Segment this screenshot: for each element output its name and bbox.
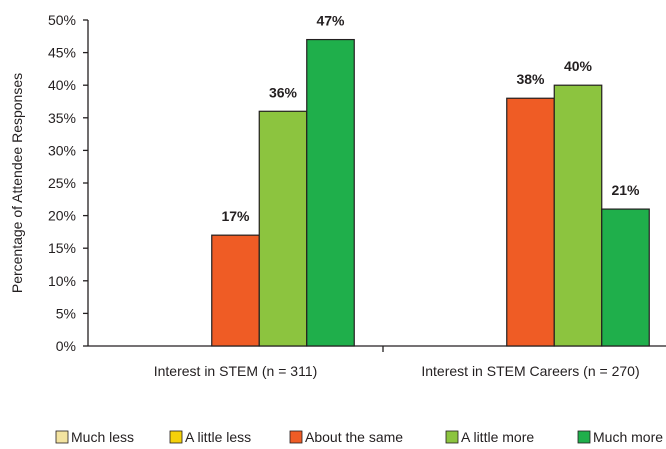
bar-data-label: 36% — [269, 84, 298, 100]
legend: Much less A little less About the same A li… — [55, 429, 663, 445]
y-axis: 0% 5% 10% 15% 20% 25% 30% 35% 40% 45% 50% — [48, 12, 89, 354]
y-axis-label: Percentage of Attendee Responses — [9, 73, 25, 293]
legend-swatch — [289, 430, 303, 444]
legend-label: Much more — [593, 429, 663, 445]
bar — [601, 208, 650, 347]
bar-data-label: 21% — [611, 182, 640, 198]
y-tick-label: 50% — [48, 12, 76, 28]
y-tick-label: 40% — [48, 77, 76, 93]
y-tick-label: 30% — [48, 142, 76, 158]
bar-group — [211, 38, 650, 347]
x-axis: Interest in STEM (n = 311) Interest in ST… — [88, 345, 666, 379]
bar-data-label: 40% — [564, 58, 593, 74]
bar-data-label: 38% — [516, 71, 545, 87]
bar-data-label: 17% — [221, 208, 250, 224]
y-tick-label: 45% — [48, 45, 76, 61]
y-tick-label: 10% — [48, 273, 76, 289]
bar — [211, 234, 260, 347]
legend-swatch — [169, 430, 183, 444]
y-tick-label: 0% — [56, 338, 76, 354]
legend-label: A little less — [185, 429, 251, 445]
legend-swatch — [577, 430, 591, 444]
x-category-label: Interest in STEM (n = 311) — [154, 363, 318, 379]
legend-label: About the same — [305, 429, 403, 445]
bar — [506, 97, 555, 347]
legend-swatch — [55, 430, 69, 444]
bar — [306, 38, 355, 347]
y-tick-label: 25% — [48, 175, 76, 191]
bar — [258, 110, 308, 347]
bar-data-label: 47% — [316, 13, 345, 29]
legend-label: Much less — [71, 429, 134, 445]
y-tick-label: 35% — [48, 110, 76, 126]
data-label-group: 17% 36% 47% 38% 40% 21% — [221, 13, 640, 225]
legend-swatch — [445, 430, 459, 444]
x-category-label: Interest in STEM Careers (n = 270) — [421, 363, 639, 379]
legend-label: A little more — [461, 429, 534, 445]
y-tick-label: 15% — [48, 240, 76, 256]
bar — [553, 84, 603, 347]
y-tick-label: 5% — [56, 305, 76, 321]
y-tick-label: 20% — [48, 208, 76, 224]
